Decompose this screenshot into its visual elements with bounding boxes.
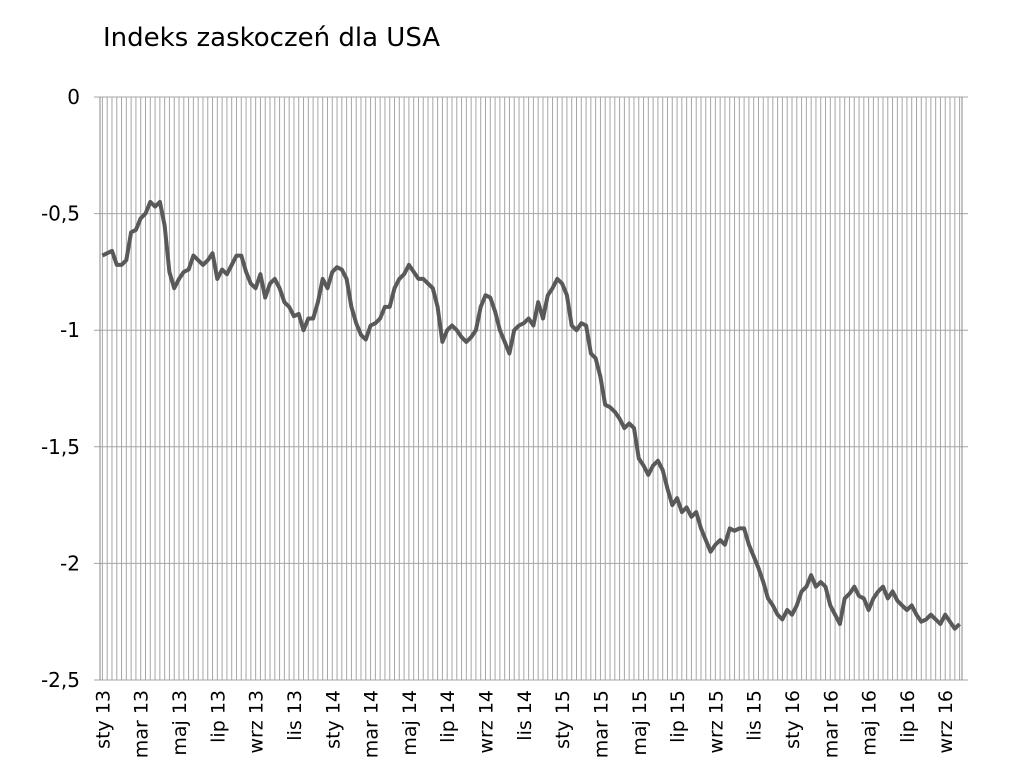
y-tick-label: -1,5 — [41, 435, 80, 459]
x-tick-label: mar 13 — [131, 690, 153, 758]
x-tick-label: maj 13 — [169, 690, 191, 756]
x-tick-label: wrz 16 — [935, 690, 957, 754]
x-tick-label: lis 13 — [284, 690, 306, 741]
x-tick-label: wrz 14 — [476, 690, 498, 754]
y-tick-label: -2 — [60, 551, 80, 575]
x-tick-label: sty 15 — [552, 690, 574, 749]
x-tick-label: lip 15 — [667, 690, 689, 743]
x-tick-label: lip 16 — [897, 690, 919, 743]
y-tick-label: -1 — [60, 318, 80, 342]
x-tick-label: lip 14 — [437, 690, 459, 743]
chart-title: Indeks zaskoczeń dla USA — [103, 23, 440, 53]
x-tick-label: maj 14 — [399, 690, 421, 756]
y-tick-label: -2,5 — [41, 668, 80, 692]
x-tick-label: sty 16 — [782, 690, 804, 749]
x-tick-label: wrz 15 — [705, 690, 727, 754]
x-tick-label: lis 14 — [514, 690, 536, 741]
x-tick-label: mar 15 — [590, 690, 612, 758]
y-tick-label: -0,5 — [41, 202, 80, 226]
x-tick-label: wrz 13 — [246, 690, 268, 754]
x-tick-label: mar 14 — [361, 690, 383, 758]
y-tick-label: 0 — [67, 85, 80, 109]
x-tick-label: mar 16 — [820, 690, 842, 758]
x-tick-label: lip 13 — [207, 690, 229, 743]
data-line — [101, 199, 961, 631]
x-tick-label: sty 14 — [322, 690, 344, 749]
x-tick-label: sty 13 — [92, 690, 114, 749]
x-tick-label: lis 15 — [744, 690, 766, 741]
x-tick-label: maj 16 — [859, 690, 881, 756]
x-tick-label: maj 15 — [629, 690, 651, 756]
